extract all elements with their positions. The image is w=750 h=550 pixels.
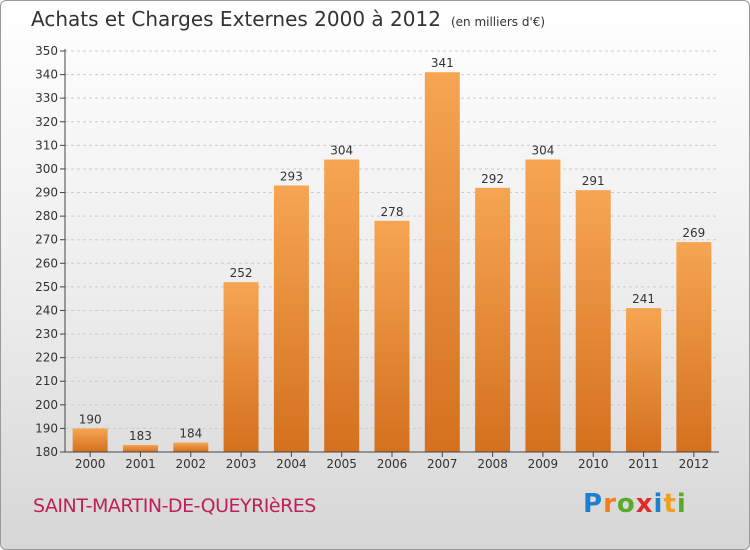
- data-label: 278: [381, 205, 404, 219]
- data-label: 293: [280, 169, 303, 183]
- x-tick-label: 2004: [276, 457, 307, 471]
- data-label: 341: [431, 56, 454, 70]
- y-tick-label: 340: [35, 68, 58, 82]
- data-label: 291: [582, 174, 605, 188]
- y-tick-label: 210: [35, 374, 58, 388]
- data-label: 292: [481, 172, 504, 186]
- y-tick-label: 270: [35, 233, 58, 247]
- y-tick-label: 180: [35, 445, 58, 459]
- y-tick-label: 310: [35, 138, 58, 152]
- bar: [424, 72, 460, 453]
- bar: [626, 308, 662, 452]
- chart-unit: (en milliers d'€): [450, 15, 546, 29]
- data-label: 184: [179, 427, 202, 441]
- data-label: 183: [129, 429, 152, 443]
- x-tick-label: 2002: [175, 457, 206, 471]
- x-tick-label: 2008: [477, 457, 508, 471]
- data-label: 190: [79, 412, 102, 426]
- y-tick-label: 290: [35, 186, 58, 200]
- data-label: 304: [531, 144, 554, 158]
- x-tick-label: 2001: [125, 457, 156, 471]
- y-tick-label: 260: [35, 256, 58, 270]
- logo-letter: t: [663, 489, 677, 519]
- y-tick-label: 250: [35, 280, 58, 294]
- proxiti-logo: Proxiti: [583, 489, 687, 519]
- bar: [374, 220, 410, 452]
- x-tick-label: 2007: [427, 457, 458, 471]
- commune-name: SAINT-MARTIN-DE-QUEYRIèRES: [33, 495, 316, 517]
- x-tick-label: 2000: [75, 457, 106, 471]
- x-tick-label: 2003: [226, 457, 257, 471]
- logo-letter: P: [583, 489, 604, 519]
- x-tick-label: 2009: [528, 457, 559, 471]
- x-tick-label: 2011: [628, 457, 659, 471]
- bar: [72, 428, 108, 452]
- data-label: 241: [632, 292, 655, 306]
- x-tick-label: 2010: [578, 457, 609, 471]
- axes: [60, 49, 719, 457]
- bar: [223, 282, 259, 452]
- bar: [575, 190, 611, 452]
- y-tick-label: 300: [35, 162, 58, 176]
- y-tick-label: 220: [35, 351, 58, 365]
- y-tick-label: 230: [35, 327, 58, 341]
- logo-letter: i: [676, 489, 687, 519]
- bar: [525, 159, 561, 452]
- bars: [72, 72, 712, 453]
- y-tick-label: 330: [35, 91, 58, 105]
- y-tick-label: 320: [35, 115, 58, 129]
- x-tick-label: 2012: [679, 457, 710, 471]
- bar: [475, 187, 511, 452]
- data-label: 304: [330, 144, 353, 158]
- bar: [173, 442, 209, 452]
- bar: [122, 444, 158, 452]
- y-tick-label: 280: [35, 209, 58, 223]
- y-tick-label: 350: [35, 44, 58, 58]
- y-tick-label: 200: [35, 398, 58, 412]
- logo-letter: x: [635, 489, 654, 519]
- bar: [324, 159, 360, 452]
- labels: 180 190 200 210 220 230 240 250 260 270 280 290 300 3…: [35, 44, 709, 471]
- bar: [676, 242, 712, 452]
- logo-letter: o: [616, 489, 636, 519]
- x-tick-label: 2005: [326, 457, 357, 471]
- chart-title: Achats et Charges Externes 2000 à 2012 (e…: [31, 7, 545, 31]
- logo-letter: r: [603, 489, 617, 519]
- x-tick-label: 2006: [377, 457, 408, 471]
- logo-letter: i: [653, 489, 664, 519]
- y-tick-label: 190: [35, 421, 58, 435]
- bar: [273, 185, 309, 452]
- data-label: 269: [682, 226, 705, 240]
- chart-title-text: Achats et Charges Externes 2000 à 2012: [31, 7, 441, 31]
- y-tick-label: 240: [35, 303, 58, 317]
- data-label: 252: [230, 266, 253, 280]
